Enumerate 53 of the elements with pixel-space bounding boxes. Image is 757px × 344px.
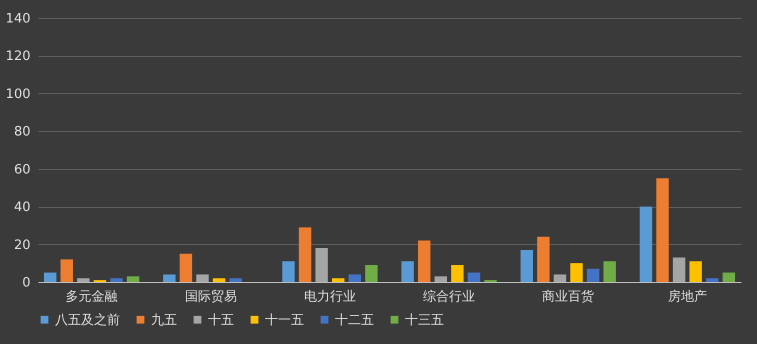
bar: [603, 261, 616, 282]
bar: [672, 257, 686, 282]
bar: [229, 278, 242, 282]
bar: [586, 268, 600, 282]
x-tick-label: 多元金融: [66, 290, 118, 304]
bar: [451, 265, 464, 282]
legend-label: 十一五: [265, 312, 304, 328]
x-tick-label: 房地产: [668, 288, 707, 304]
bar: [282, 261, 295, 282]
bar: [163, 274, 176, 282]
y-tick-label: 80: [14, 124, 30, 140]
bar: [332, 278, 344, 282]
bar: [570, 263, 583, 282]
bar: [196, 274, 209, 282]
bar: [537, 236, 550, 282]
legend-label: 九五: [151, 312, 177, 328]
bar: [126, 276, 140, 282]
bar: [110, 278, 123, 282]
legend-label: 十三五: [405, 312, 444, 328]
bar: [180, 254, 192, 282]
bar: [315, 248, 328, 282]
y-tick-label: 40: [14, 200, 30, 216]
y-tick-label: 120: [6, 49, 30, 64]
bar: [656, 178, 669, 282]
y-tick-label: 60: [14, 162, 30, 178]
bar: [60, 259, 73, 282]
bar: [298, 227, 312, 282]
bar: [348, 274, 362, 282]
legend-label: 十五: [208, 312, 234, 328]
y-tick-label: 0: [22, 276, 30, 290]
bar: [434, 276, 448, 282]
bar: [722, 272, 736, 282]
x-tick-label: 电力行业: [304, 290, 356, 304]
bar: [468, 272, 480, 282]
bar: [212, 278, 226, 282]
bar: [401, 261, 414, 282]
x-tick-label: 商业百货: [542, 290, 594, 304]
bar: [520, 250, 533, 282]
bar: [418, 240, 430, 282]
y-tick-label: 100: [6, 86, 30, 102]
y-tick-label: 140: [6, 12, 30, 26]
bar: [689, 261, 702, 282]
bar: [554, 274, 566, 282]
bar: [77, 278, 90, 282]
legend-label: 十二五: [335, 312, 374, 328]
y-tick-label: 20: [14, 238, 30, 253]
legend-label: 八五及之前: [55, 312, 120, 328]
x-tick-label: 国际贸易: [184, 290, 237, 304]
bar: [365, 265, 378, 282]
x-tick-label: 综合行业: [423, 290, 476, 304]
bar: [706, 278, 718, 282]
bar: [640, 206, 652, 282]
bar: [44, 272, 56, 282]
